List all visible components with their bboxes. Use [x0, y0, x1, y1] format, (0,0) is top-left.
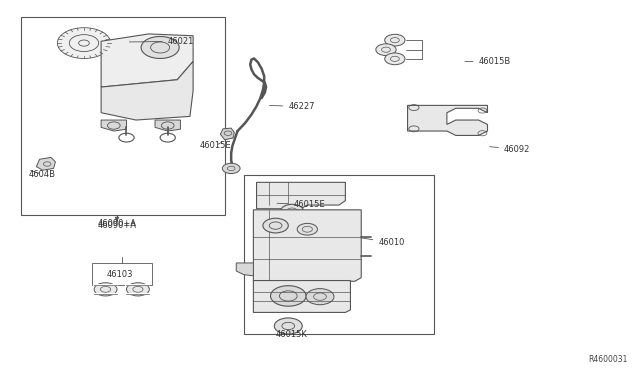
Polygon shape [236, 263, 253, 276]
Text: 46015B: 46015B [465, 57, 511, 66]
Polygon shape [253, 210, 361, 281]
Circle shape [297, 223, 317, 235]
Text: 46227: 46227 [269, 102, 315, 111]
Text: 46015E: 46015E [200, 141, 231, 150]
Circle shape [275, 318, 302, 334]
Circle shape [58, 28, 111, 58]
Text: 4604B: 4604B [28, 170, 55, 179]
Text: 46090+A: 46090+A [97, 219, 136, 228]
Text: 46015E: 46015E [277, 200, 325, 209]
Bar [92, 263, 152, 285]
Circle shape [222, 163, 240, 174]
Circle shape [306, 289, 334, 305]
Polygon shape [101, 120, 127, 131]
Text: 46010: 46010 [361, 238, 404, 247]
Text: 46090+A: 46090+A [97, 221, 136, 230]
Text: 46015K: 46015K [276, 330, 307, 339]
Circle shape [385, 34, 405, 46]
Bar [20, 17, 225, 215]
Text: R4600031: R4600031 [588, 355, 628, 364]
Polygon shape [257, 182, 346, 209]
Circle shape [271, 286, 306, 306]
Polygon shape [253, 280, 351, 312]
Polygon shape [155, 120, 180, 131]
Polygon shape [408, 105, 488, 135]
Polygon shape [220, 128, 234, 140]
Bar [244, 175, 434, 334]
Polygon shape [36, 157, 56, 170]
Text: 46092: 46092 [490, 145, 531, 154]
Text: 46103: 46103 [107, 270, 133, 279]
Text: 46021: 46021 [129, 37, 194, 46]
Circle shape [263, 218, 288, 233]
Circle shape [281, 204, 303, 218]
Circle shape [94, 283, 117, 296]
Circle shape [376, 44, 396, 55]
Polygon shape [101, 61, 193, 120]
Circle shape [141, 36, 179, 58]
Polygon shape [101, 34, 193, 87]
Circle shape [385, 53, 405, 65]
Circle shape [127, 283, 149, 296]
